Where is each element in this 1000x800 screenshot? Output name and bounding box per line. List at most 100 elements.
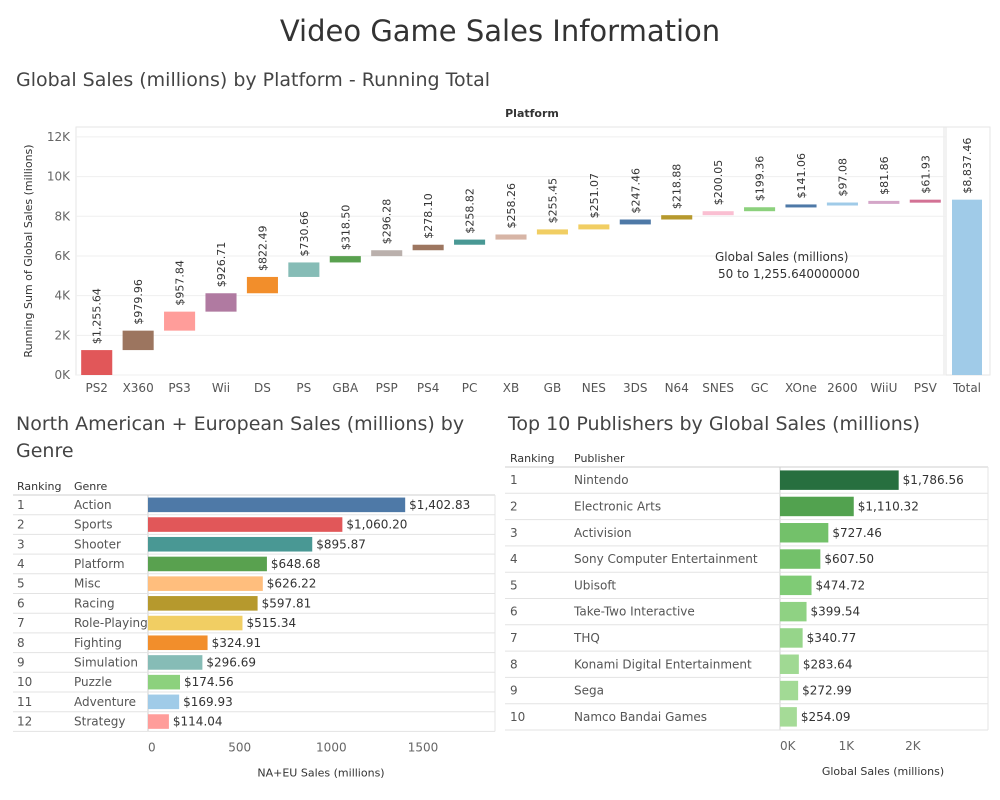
genre-chart-title: North American + European Sales (million… <box>16 413 465 462</box>
bar-value-label: $255.45 <box>546 178 559 224</box>
genre-cell: Fighting <box>74 636 122 650</box>
bar-Platform <box>148 556 267 572</box>
page-title: Video Game Sales Information <box>279 14 721 48</box>
bar-Wii <box>205 293 237 312</box>
ranking-cell: 3 <box>510 526 518 540</box>
bar-value-label: $254.09 <box>801 710 851 724</box>
bar-value-label: $296.69 <box>206 655 256 669</box>
publisher-cell: Namco Bandai Games <box>574 710 707 724</box>
bar-value-label: $81.86 <box>878 156 891 195</box>
x-tick-label: Wii <box>212 381 230 395</box>
x-tick-label: 1000 <box>316 740 347 754</box>
bar-Puzzle <box>148 674 181 690</box>
ranking-cell: 6 <box>17 596 25 610</box>
bar-value-label: $1,402.83 <box>409 498 470 512</box>
ranking-cell: 3 <box>17 537 25 551</box>
bar-value-label: $318.50 <box>339 205 352 251</box>
bar-Sega <box>780 680 799 701</box>
bar-PS3 <box>164 311 196 331</box>
x-tick-label: DS <box>254 381 271 395</box>
publisher-header: Publisher <box>574 452 625 465</box>
bar-value-label: $278.10 <box>422 193 435 239</box>
publisher-cell: THQ <box>573 631 600 645</box>
publisher-cell: Sega <box>574 684 604 698</box>
ranking-cell: 11 <box>17 695 32 709</box>
bar-Role-Playing <box>148 615 243 631</box>
ranking-cell: 2 <box>17 518 25 532</box>
bar-Nintendo <box>780 470 899 490</box>
genre-cell: Platform <box>74 557 125 571</box>
bar-DS <box>246 276 278 294</box>
ranking-cell: 1 <box>510 473 518 487</box>
bar-value-label: $895.87 <box>316 537 366 551</box>
bar-value-label: $258.26 <box>505 183 518 229</box>
bar-NES <box>578 224 610 230</box>
bar-PC <box>454 239 486 245</box>
genre-header: Genre <box>74 480 108 493</box>
bar-value-label: $957.84 <box>174 260 187 306</box>
bar-Take-Two Interactive <box>780 601 807 622</box>
bar-PSP <box>371 250 403 257</box>
ranking-cell: 7 <box>510 631 518 645</box>
publisher-cell: Electronic Arts <box>574 499 661 513</box>
ranking-header: Ranking <box>510 452 555 465</box>
genre-cell: Strategy <box>74 715 125 729</box>
bar-value-label: $340.77 <box>807 631 857 645</box>
bar-value-label: $272.99 <box>802 684 852 698</box>
bar-value-label: $200.05 <box>712 160 725 206</box>
x-tick-label: GC <box>751 381 769 395</box>
bar-value-label: $1,110.32 <box>858 499 919 513</box>
bar-Action <box>148 497 406 513</box>
bar-Strategy <box>148 714 169 729</box>
bar-value-label: $174.56 <box>184 675 234 689</box>
bar-PS <box>288 262 320 277</box>
bar-value-label: $515.34 <box>246 616 296 630</box>
bar-total <box>952 199 982 375</box>
y-tick-label: 2K <box>54 328 71 342</box>
x-axis-label: Global Sales (millions) <box>822 765 944 778</box>
bar-Sony Computer Entertainment <box>780 549 821 569</box>
ranking-cell: 8 <box>510 657 518 671</box>
bar-value-label: $324.91 <box>212 636 262 650</box>
platform-column-header: Platform <box>505 107 559 120</box>
bar-value-label: $97.08 <box>836 158 849 197</box>
genre-cell: Puzzle <box>74 675 112 689</box>
x-tick-label: 1500 <box>408 740 439 754</box>
genre-sales-chart: Ranking Genre 1 Action $1,402.83 2 Sports $1,06… <box>13 480 496 779</box>
publisher-sales-chart: Ranking Publisher 1 Nintendo $1,786.56 2 Elect… <box>505 452 989 778</box>
x-tick-label: NES <box>582 381 606 395</box>
bar-Activision <box>780 523 829 543</box>
x-tick-label: PS <box>296 381 311 395</box>
x-tick-label: N64 <box>665 381 689 395</box>
ranking-cell: 12 <box>17 715 32 729</box>
x-tick-label: PC <box>462 381 478 395</box>
genre-cell: Adventure <box>74 695 136 709</box>
x-tick-label: 2600 <box>827 381 858 395</box>
publisher-cell: Nintendo <box>574 473 629 487</box>
x-axis-label: NA+EU Sales (millions) <box>257 766 384 779</box>
genre-cell: Sports <box>74 518 112 532</box>
bar-value-label: $218.88 <box>671 164 684 210</box>
x-tick-label: 500 <box>228 740 251 754</box>
x-tick-label: PSV <box>914 381 938 395</box>
x-tick-label: PS4 <box>417 381 440 395</box>
y-axis-label: Running Sum of Global Sales (millions) <box>22 144 35 357</box>
bar-X360 <box>122 330 154 351</box>
ranking-cell: 5 <box>17 577 25 591</box>
bar-value-label: $61.93 <box>919 155 932 194</box>
platform-running-total-chart: Platform 0K 2K 4K 6K 8K 10K 12K Running Sum of G… <box>22 107 991 395</box>
x-tick-label: PSP <box>376 381 398 395</box>
bar-SNES <box>702 211 734 216</box>
genre-cell: Misc <box>74 577 101 591</box>
bar-value-label: $730.66 <box>298 211 311 256</box>
legend-title: Global Sales (millions) <box>715 250 848 264</box>
bar-value-label: $169.93 <box>183 695 233 709</box>
bar-Racing <box>148 596 258 611</box>
y-tick-label: 6K <box>54 249 71 263</box>
bar-value-label: $296.28 <box>381 199 394 245</box>
bar-value-label: $822.49 <box>256 225 269 271</box>
bar-value-label: $258.82 <box>464 188 477 233</box>
bar-value-label: $979.96 <box>132 279 145 325</box>
bar-value-label: $474.72 <box>816 578 866 592</box>
ranking-cell: 9 <box>17 655 25 669</box>
